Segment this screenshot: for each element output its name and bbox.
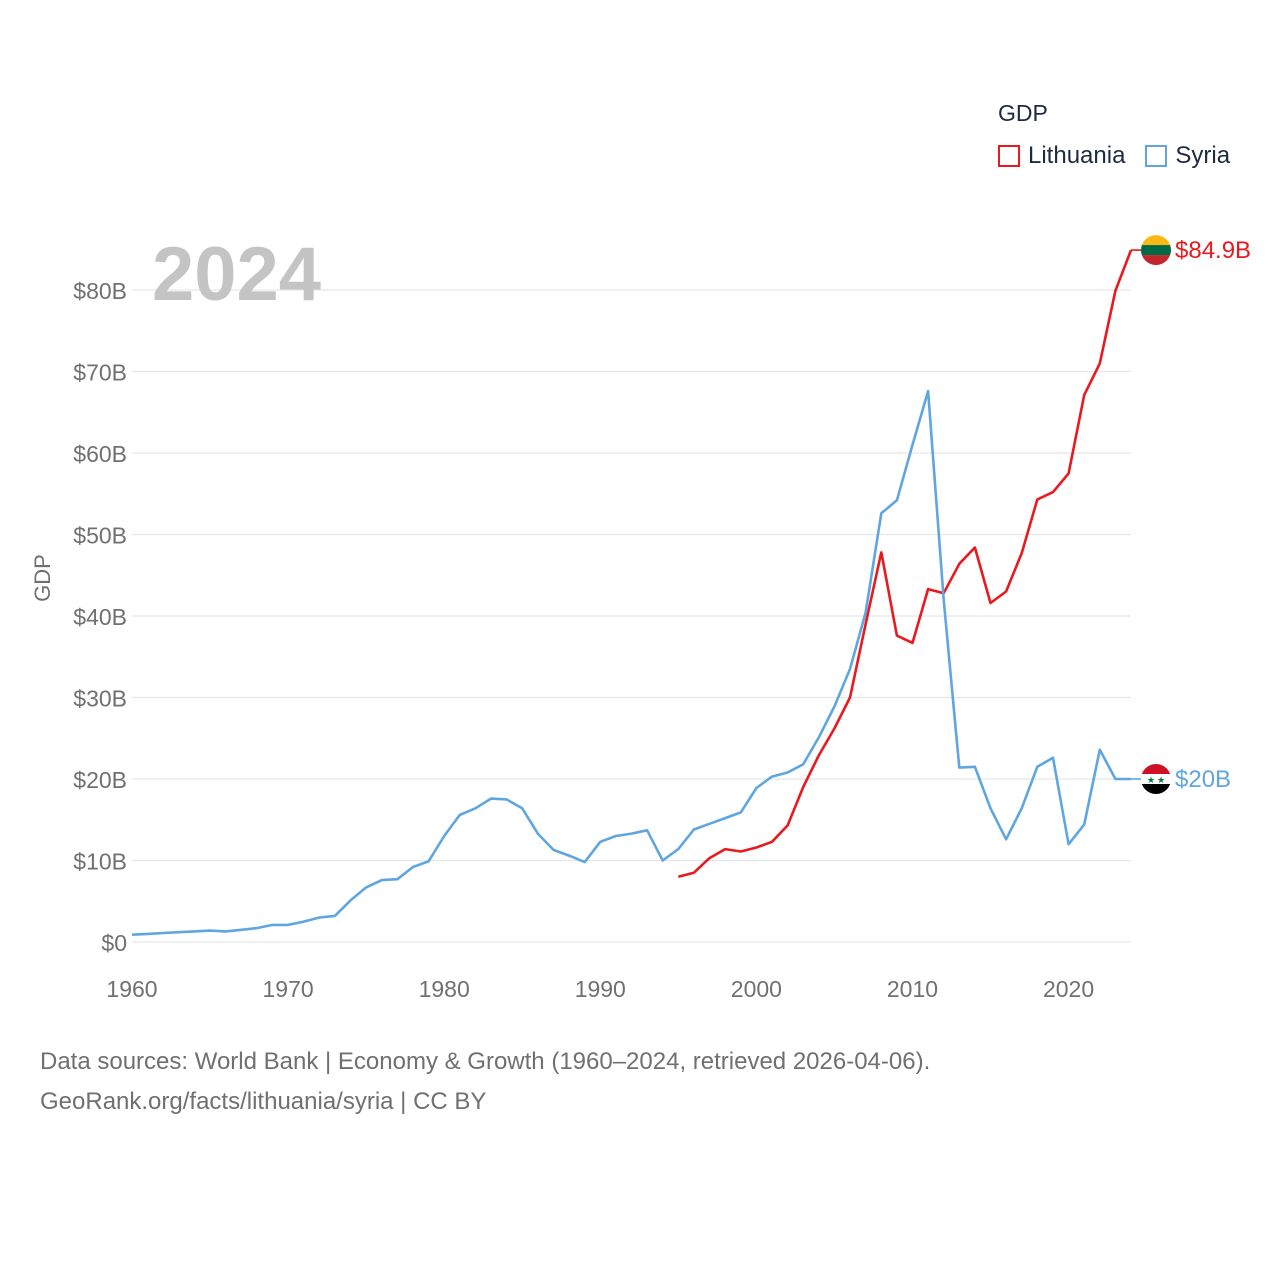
y-tick-label: $50B <box>73 523 127 549</box>
end-value-label-syria: $20B <box>1175 766 1231 793</box>
y-tick-label: $0 <box>101 930 127 956</box>
gdp-line-chart: 2024 GDP $0$10B$20B$30B$40B$50B$60B$70B$… <box>30 232 1251 1002</box>
legend-label-lithuania: Lithuania <box>1028 142 1126 169</box>
lithuania-flag-icon <box>1141 235 1171 266</box>
legend-swatch-syria <box>1145 145 1168 167</box>
x-tick-label: 2020 <box>1043 976 1094 1002</box>
grid-lines <box>132 289 1131 943</box>
series-line-lithuania[interactable] <box>677 249 1133 879</box>
y-tick-label: $60B <box>73 441 127 467</box>
legend-label-syria: Syria <box>1175 142 1231 169</box>
legend-swatch-lithuania <box>998 145 1020 167</box>
series-end-labels: $84.9B★ ★ $20B <box>1131 235 1251 794</box>
legend: Lithuania Syria <box>998 142 1250 170</box>
y-tick-label: $30B <box>73 686 127 712</box>
syria-flag-icon: ★ ★ <box>1141 764 1171 794</box>
legend-item-syria[interactable]: Syria <box>1145 142 1230 170</box>
data-sources-text: Data sources: World Bank | Economy & Gro… <box>40 1048 931 1075</box>
y-tick-label: $20B <box>73 767 127 793</box>
source-url-text[interactable]: GeoRank.org/facts/lithuania/syria | CC B… <box>40 1088 487 1115</box>
y-axis-ticks: $0 $10B $20B $30B $40B $50B $60B $70B $80B <box>73 278 127 956</box>
x-tick-label: 1960 <box>106 976 157 1002</box>
y-tick-label: $40B <box>73 604 127 630</box>
series-line-syria[interactable] <box>131 389 1131 936</box>
series-lines <box>131 249 1133 936</box>
x-tick-label: 2010 <box>887 976 938 1002</box>
legend-item-lithuania[interactable]: Lithuania <box>998 142 1125 170</box>
x-tick-label: 1990 <box>575 976 626 1002</box>
footer: Data sources: World Bank | Economy & Gro… <box>40 1042 930 1122</box>
svg-text:★: ★ <box>1147 775 1155 785</box>
svg-text:★: ★ <box>1157 775 1165 785</box>
x-tick-label: 1970 <box>263 976 314 1002</box>
end-value-label-lithuania: $84.9B <box>1175 237 1251 264</box>
y-tick-label: $70B <box>73 360 127 386</box>
year-label: 2024 <box>152 232 321 317</box>
y-tick-label: $10B <box>73 849 127 875</box>
x-tick-label: 1980 <box>419 976 470 1002</box>
legend-title: GDP <box>998 100 1048 126</box>
y-axis-title: GDP <box>30 554 55 602</box>
x-axis-ticks: 1960 1970 1980 1990 2000 2010 2020 <box>106 976 1094 1002</box>
y-tick-label: $80B <box>73 278 127 304</box>
x-tick-label: 2000 <box>731 976 782 1002</box>
